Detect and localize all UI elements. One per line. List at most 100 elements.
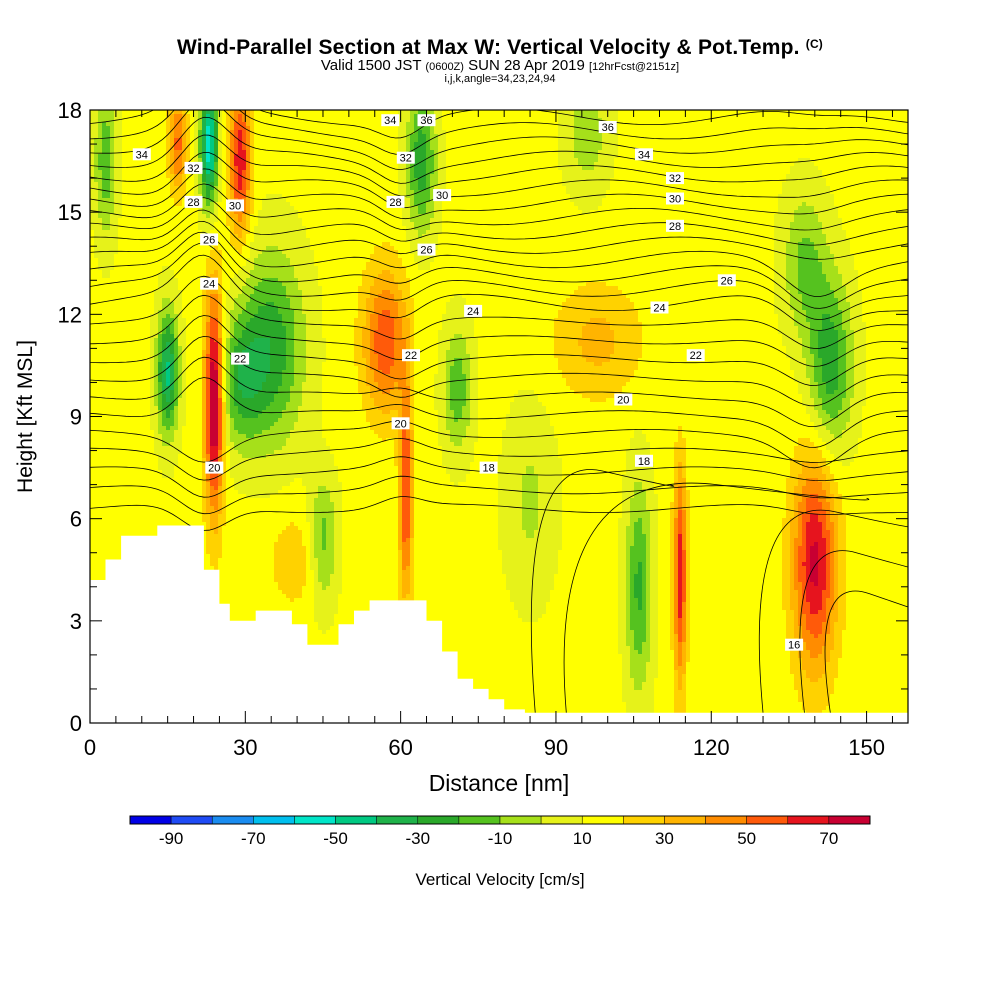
theta-contour-label-text: 30 <box>229 200 241 212</box>
theta-contour-label-text: 26 <box>203 234 215 246</box>
theta-contour-label: 22 <box>231 353 249 366</box>
theta-contour-label-text: 28 <box>389 197 401 209</box>
theta-contour-label-text: 22 <box>690 350 702 362</box>
theta-contour-label: 22 <box>687 349 705 362</box>
theta-contour-label-text: 34 <box>384 115 396 127</box>
theta-contour-label-text: 36 <box>602 122 614 134</box>
theta-contour-label: 18 <box>480 462 498 475</box>
colorbar-tick-label: 30 <box>655 829 674 848</box>
colorbar-swatch <box>336 816 377 824</box>
colorbar-label: Vertical Velocity [cm/s] <box>0 870 1000 890</box>
x-tick-label: 150 <box>848 735 885 760</box>
theta-contour-label: 18 <box>635 455 653 468</box>
theta-contour-label-text: 26 <box>721 275 733 287</box>
theta-contour-label-text: 32 <box>400 153 412 165</box>
theta-contour-label-text: 20 <box>617 395 629 407</box>
theta-contour-label-text: 28 <box>669 221 681 233</box>
theta-contour-label: 22 <box>402 349 420 362</box>
theta-contour-label-text: 18 <box>638 456 650 468</box>
colorbar-tick-label: 70 <box>819 829 838 848</box>
theta-contour-label-text: 24 <box>203 279 215 291</box>
theta-contour-label-text: 32 <box>669 173 681 185</box>
theta-contour-label: 28 <box>666 220 684 233</box>
theta-contour-label: 20 <box>205 462 223 475</box>
colorbar-tick-label: -30 <box>405 829 430 848</box>
colorbar-swatch <box>541 816 582 824</box>
colorbar-tick-label: 10 <box>573 829 592 848</box>
y-tick-label: 12 <box>58 302 82 327</box>
y-tick-label: 15 <box>58 200 82 225</box>
x-tick-label: 90 <box>544 735 568 760</box>
colorbar-swatch <box>747 816 788 824</box>
colorbar-swatch <box>706 816 747 824</box>
y-tick-label: 3 <box>70 609 82 634</box>
x-tick-label: 0 <box>84 735 96 760</box>
x-tick-label: 30 <box>233 735 257 760</box>
theta-contour-label-text: 24 <box>467 306 479 318</box>
theta-contour-label: 30 <box>226 199 244 212</box>
theta-contour-label: 28 <box>185 196 203 209</box>
colorbar-tick-label: 50 <box>737 829 756 848</box>
theta-contour-label-text: 24 <box>653 303 665 315</box>
y-tick-label: 6 <box>70 507 82 532</box>
theta-contour-label-text: 26 <box>420 245 432 257</box>
colorbar-swatch <box>212 816 253 824</box>
theta-contour-label-text: 20 <box>208 463 220 475</box>
theta-contour-label: 20 <box>392 417 410 430</box>
theta-contour-label: 26 <box>418 244 436 257</box>
theta-contour-label: 36 <box>599 121 617 134</box>
theta-contour-label: 26 <box>718 274 736 287</box>
theta-contour-label: 34 <box>635 148 653 161</box>
colorbar-swatch <box>788 816 829 824</box>
colorbar-swatch <box>294 816 335 824</box>
theta-contour-label: 34 <box>381 114 399 127</box>
theta-contour-label-text: 16 <box>788 640 800 652</box>
colorbar-swatch <box>253 816 294 824</box>
theta-contour-label: 30 <box>666 193 684 206</box>
theta-contour-label: 24 <box>200 278 218 291</box>
colorbar-tick-label: -50 <box>323 829 348 848</box>
theta-contour-label: 32 <box>666 172 684 185</box>
colorbar-swatch <box>582 816 623 824</box>
theta-contour-label: 24 <box>464 305 482 318</box>
colorbar-tick-label: -70 <box>241 829 266 848</box>
theta-contour-label: 16 <box>785 639 803 652</box>
colorbar-swatch <box>829 816 870 824</box>
theta-contour-label: 34 <box>133 148 151 161</box>
colorbar-swatch <box>418 816 459 824</box>
cross-section-chart: 343228 302624222034 3632283026242220183634… <box>0 0 1000 1000</box>
x-tick-label: 120 <box>693 735 730 760</box>
theta-contour-label: 32 <box>185 162 203 175</box>
theta-contour-label-text: 32 <box>187 163 199 175</box>
colorbar-tick-label: -10 <box>488 829 513 848</box>
x-tick-label: 60 <box>388 735 412 760</box>
x-axis-label: Distance [nm] <box>429 770 570 796</box>
theta-contour-label-text: 34 <box>638 149 650 161</box>
theta-contour-label: 28 <box>387 196 405 209</box>
colorbar-swatch <box>459 816 500 824</box>
theta-contour-label: 30 <box>433 189 451 202</box>
theta-contour-label-text: 28 <box>187 197 199 209</box>
y-tick-label: 18 <box>58 98 82 123</box>
theta-contour-label: 20 <box>614 394 632 407</box>
theta-contour-label-text: 18 <box>482 463 494 475</box>
colorbar: -90 -70 -50 -30 -10 10 30 50 70 <box>130 816 870 848</box>
colorbar-swatch <box>130 816 171 824</box>
colorbar-tick-label: -90 <box>159 829 184 848</box>
y-axis-label: Height [Kft MSL] <box>14 340 37 493</box>
colorbar-swatch <box>623 816 664 824</box>
theta-contour-label: 24 <box>651 302 669 315</box>
colorbar-swatch <box>500 816 541 824</box>
theta-contour-label-text: 20 <box>394 418 406 430</box>
theta-contour-label-text: 30 <box>436 190 448 202</box>
colorbar-swatch <box>171 816 212 824</box>
theta-contour-label-text: 30 <box>669 194 681 206</box>
theta-contour-label-text: 22 <box>234 354 246 366</box>
theta-contour-label: 26 <box>200 233 218 246</box>
theta-contour-label: 32 <box>397 152 415 165</box>
y-tick-label: 0 <box>70 711 82 736</box>
colorbar-swatch <box>377 816 418 824</box>
y-tick-label: 9 <box>70 405 82 430</box>
theta-contour-label-text: 34 <box>136 149 148 161</box>
colorbar-swatch <box>664 816 705 824</box>
